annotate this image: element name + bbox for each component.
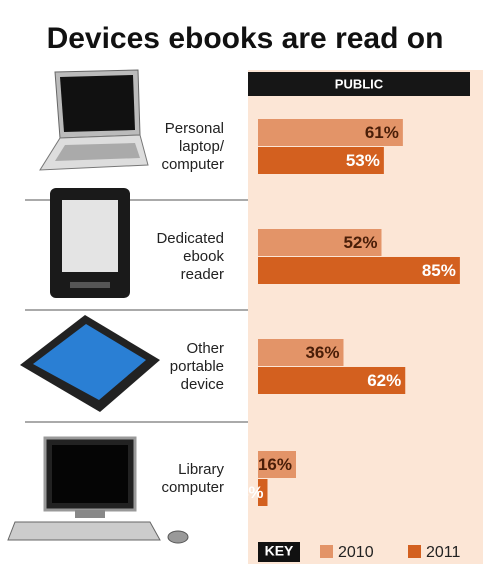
bar [258,367,406,394]
legend-label: 2010 [338,544,374,561]
legend-label: 2011 [426,544,461,561]
bar [258,339,344,366]
category-label: Other portable device [170,340,224,393]
chart-title: Devices ebooks are read on [47,22,444,55]
tablet-icon [20,315,160,412]
legend-title: KEY [265,543,294,559]
value-label: 85% [422,261,456,280]
value-label: 61% [365,123,399,142]
bar [258,257,460,284]
legend-title-box [258,542,300,562]
category-label: Library computer [161,461,224,496]
bar [258,147,384,174]
bar [258,451,296,478]
value-label: 62% [367,371,401,390]
legend-swatch [408,545,421,558]
column-header-bar [248,72,470,96]
bar [258,229,382,256]
value-label: 36% [305,343,339,362]
column-header: PUBLIC [335,76,384,91]
legend: KEY 2010 2011 [258,542,461,562]
bar [258,119,403,146]
ereader-icon [50,188,130,298]
library-computer-icon [7,436,189,544]
legend-swatch [320,545,333,558]
value-label: 53% [346,151,380,170]
bar [258,479,268,506]
value-label: 52% [343,233,377,252]
value-label: 4% [239,483,264,502]
category-label: Personal laptop/computer [161,120,224,173]
category-label: Dedicated ebook reader [156,230,224,283]
value-label: 16% [258,455,292,474]
laptop-icon [39,69,149,171]
